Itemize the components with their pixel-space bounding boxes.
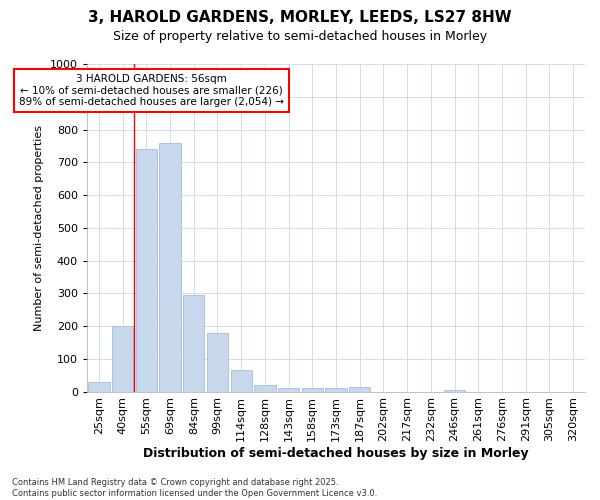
- Bar: [183, 295, 205, 392]
- Bar: [254, 385, 275, 392]
- Bar: [444, 390, 465, 392]
- Y-axis label: Number of semi-detached properties: Number of semi-detached properties: [34, 125, 44, 331]
- Bar: [302, 388, 323, 392]
- Bar: [160, 142, 181, 392]
- Text: 3 HAROLD GARDENS: 56sqm
← 10% of semi-detached houses are smaller (226)
89% of s: 3 HAROLD GARDENS: 56sqm ← 10% of semi-de…: [19, 74, 284, 107]
- Text: Contains HM Land Registry data © Crown copyright and database right 2025.
Contai: Contains HM Land Registry data © Crown c…: [12, 478, 377, 498]
- Bar: [278, 388, 299, 392]
- Bar: [230, 370, 252, 392]
- X-axis label: Distribution of semi-detached houses by size in Morley: Distribution of semi-detached houses by …: [143, 447, 529, 460]
- Bar: [349, 386, 370, 392]
- Bar: [112, 326, 133, 392]
- Text: 3, HAROLD GARDENS, MORLEY, LEEDS, LS27 8HW: 3, HAROLD GARDENS, MORLEY, LEEDS, LS27 8…: [88, 10, 512, 25]
- Text: Size of property relative to semi-detached houses in Morley: Size of property relative to semi-detach…: [113, 30, 487, 43]
- Bar: [88, 382, 110, 392]
- Bar: [136, 149, 157, 392]
- Bar: [325, 388, 347, 392]
- Bar: [207, 332, 228, 392]
